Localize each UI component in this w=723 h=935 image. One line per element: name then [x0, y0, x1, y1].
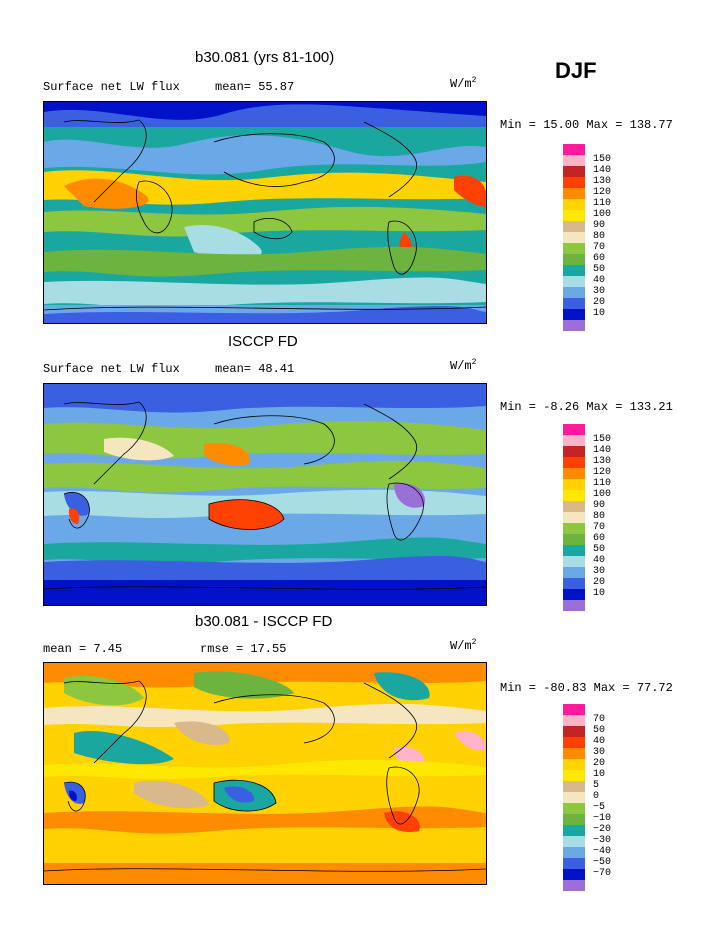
- panel-1-title: b30.081 (yrs 81-100): [195, 49, 335, 66]
- panel-2-unit: W/m2: [450, 358, 477, 373]
- legend-label: 0: [593, 791, 600, 802]
- legend-swatch: [563, 880, 585, 891]
- legend-label: 20: [593, 758, 606, 769]
- legend-label: 40: [593, 555, 606, 566]
- legend-label: −30: [593, 835, 612, 846]
- legend-swatch: [563, 600, 585, 611]
- panel-2-variable-label: Surface net LW flux: [43, 362, 180, 376]
- legend-label: 120: [593, 187, 612, 198]
- legend-label: −5: [593, 802, 606, 813]
- legend-label: −10: [593, 813, 612, 824]
- legend-label: 30: [593, 286, 606, 297]
- legend-label: 130: [593, 456, 612, 467]
- legend-label: 140: [593, 165, 612, 176]
- panel-3-mean-label: mean = 7.45: [43, 642, 123, 656]
- legend-label: 70: [593, 242, 606, 253]
- panel-3-legend: 70 50 40 30 20 10 5 0 −5 −10 −20 −30 −40…: [563, 704, 673, 891]
- panel-2-legend: 150 140 130 120 110 100 90 80 70 60 50 4…: [563, 424, 673, 611]
- legend-label: 5: [593, 780, 600, 791]
- panel-2-mean-label: mean= 48.41: [215, 362, 295, 376]
- legend-label: 80: [593, 231, 606, 242]
- season-label: DJF: [555, 58, 597, 83]
- panel-1-mean-label: mean= 55.87: [215, 80, 295, 94]
- legend-label: 50: [593, 544, 606, 555]
- panel-1-map-svg: [44, 102, 486, 323]
- legend-label: 10: [593, 308, 606, 319]
- panel-1-variable-label: Surface net LW flux: [43, 80, 180, 94]
- legend-label: 50: [593, 264, 606, 275]
- legend-swatch: [563, 704, 585, 715]
- legend-label: 30: [593, 566, 606, 577]
- legend-label: −20: [593, 824, 612, 835]
- legend-label: 30: [593, 747, 606, 758]
- panel-1-minmax: Min = 15.00 Max = 138.77: [500, 118, 673, 132]
- panel-1-legend: 150 140 130 120 110 100 90 80 70 60 50 4…: [563, 144, 673, 331]
- legend-label: 110: [593, 478, 612, 489]
- legend-label: 70: [593, 714, 606, 725]
- panel-3-minmax: Min = -80.83 Max = 77.72: [500, 681, 673, 695]
- panel-3-map-svg: [44, 663, 486, 884]
- legend-label: −50: [593, 857, 612, 868]
- legend-label: 100: [593, 489, 612, 500]
- panel-3-rmse-label: rmse = 17.55: [200, 642, 287, 656]
- legend-label: 50: [593, 725, 606, 736]
- panel-3-unit: W/m2: [450, 638, 477, 653]
- legend-label: 110: [593, 198, 612, 209]
- legend-swatch: [563, 424, 585, 435]
- legend-label: 120: [593, 467, 612, 478]
- legend-label: 150: [593, 154, 612, 165]
- panel-2-title: ISCCP FD: [228, 333, 298, 350]
- legend-label: 20: [593, 297, 606, 308]
- legend-label: 90: [593, 500, 606, 511]
- legend-label: −40: [593, 846, 612, 857]
- panel-1-unit: W/m2: [450, 76, 477, 91]
- legend-label: 40: [593, 736, 606, 747]
- legend-label: 60: [593, 253, 606, 264]
- legend-swatch: [563, 320, 585, 331]
- legend-label: 20: [593, 577, 606, 588]
- legend-label: 140: [593, 445, 612, 456]
- panel-2-map-svg: [44, 384, 486, 605]
- panel-3-title: b30.081 - ISCCP FD: [195, 613, 333, 630]
- legend-label: 80: [593, 511, 606, 522]
- panel-2-map: [43, 383, 487, 606]
- legend-label: 60: [593, 533, 606, 544]
- panel-3-map: [43, 662, 487, 885]
- legend-label: 70: [593, 522, 606, 533]
- legend-swatch: [563, 144, 585, 155]
- legend-label: −70: [593, 868, 612, 879]
- legend-label: 90: [593, 220, 606, 231]
- legend-label: 40: [593, 275, 606, 286]
- legend-label: 130: [593, 176, 612, 187]
- panel-2-minmax: Min = -8.26 Max = 133.21: [500, 400, 673, 414]
- legend-label: 150: [593, 434, 612, 445]
- legend-label: 10: [593, 588, 606, 599]
- legend-label: 100: [593, 209, 612, 220]
- legend-label: 10: [593, 769, 606, 780]
- panel-1-map: [43, 101, 487, 324]
